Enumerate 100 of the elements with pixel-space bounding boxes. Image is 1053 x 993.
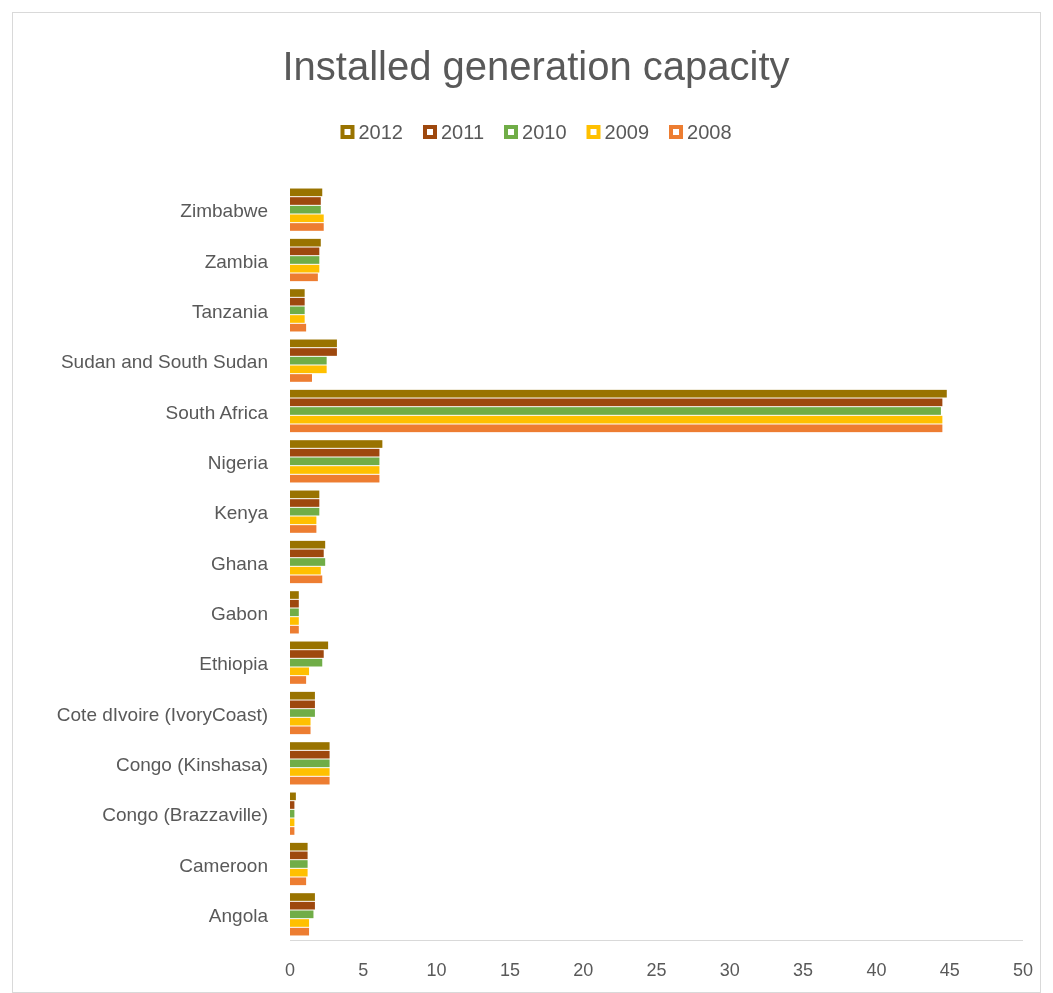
bar (290, 549, 324, 558)
bar (290, 289, 305, 297)
bar (290, 759, 330, 768)
bar (290, 197, 321, 205)
y-tick-label: Zimbabwe (180, 200, 268, 222)
legend-label: 2010 (522, 121, 567, 143)
y-tick-label: Cameroon (179, 854, 268, 876)
bar (290, 868, 308, 877)
bar (290, 516, 317, 525)
bar (290, 247, 320, 256)
bar (290, 566, 321, 575)
bar (290, 389, 947, 398)
x-tick-label: 35 (793, 960, 814, 980)
bar (290, 860, 308, 868)
bar (290, 818, 295, 827)
x-tick-label: 20 (573, 960, 594, 980)
y-tick-label: Sudan and South Sudan (60, 351, 268, 373)
bar (290, 792, 296, 801)
y-tick-label: South Africa (165, 401, 269, 423)
bar (290, 667, 310, 676)
bar (290, 801, 295, 809)
bar (290, 700, 315, 709)
bar (290, 575, 323, 584)
bar (290, 415, 943, 424)
bar (290, 507, 320, 516)
legend-label: 2011 (440, 121, 485, 143)
bar (290, 877, 307, 886)
bar (290, 591, 299, 599)
x-tick-label: 10 (426, 960, 447, 980)
bar (290, 901, 315, 910)
bar (290, 297, 305, 306)
bar (290, 851, 308, 860)
x-tick-label: 5 (358, 960, 369, 980)
bar (290, 374, 312, 382)
bar (290, 499, 320, 507)
y-tick-label: Kenya (214, 502, 269, 524)
bar (290, 264, 320, 273)
bar (290, 842, 308, 851)
bar (290, 490, 320, 499)
x-tick-label: 50 (1012, 960, 1034, 980)
bar (290, 617, 299, 625)
bar (290, 599, 299, 608)
x-tick-label: 15 (499, 960, 520, 980)
bar (290, 558, 326, 566)
bar (290, 398, 943, 407)
y-tick-label: Ethiopia (199, 653, 269, 675)
bar (290, 650, 324, 658)
bar (290, 750, 330, 759)
bar (290, 273, 318, 282)
bar (290, 927, 310, 936)
bar (290, 223, 324, 231)
bar (290, 893, 315, 901)
bar (290, 726, 311, 735)
bar (290, 691, 315, 700)
bar (290, 306, 305, 315)
bar (290, 768, 330, 776)
bar (290, 742, 330, 750)
x-tick-label: 40 (866, 960, 887, 980)
bar (290, 448, 380, 457)
bar (290, 608, 299, 617)
bar (290, 424, 943, 433)
y-tick-label: Angola (208, 904, 269, 926)
bar (290, 205, 321, 214)
x-tick-label: 0 (284, 960, 296, 980)
bar (290, 348, 337, 356)
bar (290, 457, 380, 466)
bar (290, 407, 941, 415)
y-tick-label: Tanzania (191, 300, 269, 322)
legend-label: 2009 (604, 121, 650, 143)
x-tick-label: 45 (939, 960, 960, 980)
bar (290, 776, 330, 785)
bar (290, 717, 311, 726)
legend-label: 2008 (687, 121, 732, 143)
bar (290, 676, 307, 684)
bar (290, 365, 327, 374)
bar (290, 827, 295, 835)
bar (290, 188, 323, 197)
bar (290, 323, 307, 332)
bar (290, 466, 380, 474)
bar (290, 440, 383, 448)
bar (290, 641, 329, 650)
bar (290, 214, 324, 223)
y-tick-label: Congo (Brazzaville) (102, 804, 268, 826)
bar (290, 658, 323, 667)
bar (290, 315, 305, 323)
bar (290, 625, 299, 634)
bar (290, 525, 317, 533)
bar (290, 238, 321, 247)
legend-label: 2012 (358, 121, 403, 143)
bar (290, 256, 320, 264)
y-tick-label: Nigeria (207, 451, 269, 473)
bar (290, 339, 337, 348)
y-tick-label: Cote dIvoire (IvoryCoast) (56, 703, 268, 725)
x-tick-label: 30 (719, 960, 740, 980)
bar (290, 540, 326, 549)
y-tick-label: Ghana (210, 552, 269, 574)
bar (290, 919, 310, 927)
y-tick-label: Gabon (210, 602, 268, 624)
y-tick-label: Zambia (204, 250, 269, 272)
chart-title: Installed generation capacity (282, 44, 790, 88)
